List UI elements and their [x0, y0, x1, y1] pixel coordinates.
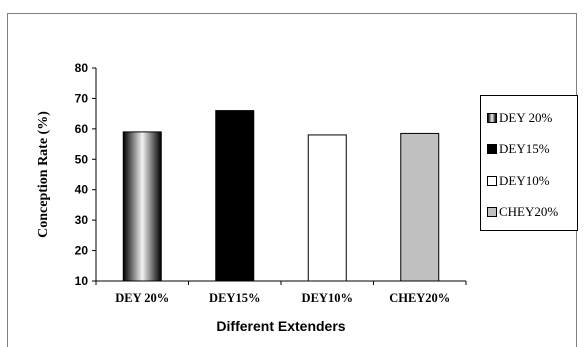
y-tick-label: 70: [75, 91, 89, 105]
x-tick-label: CHEY20%: [389, 291, 450, 305]
bar-1: [215, 110, 255, 282]
x-axis-title: Different Extenders: [216, 318, 345, 334]
y-tick-label: 50: [75, 152, 89, 166]
legend-label: DEY10%: [499, 172, 550, 188]
x-tick-label: DEY10%: [302, 291, 353, 305]
legend-swatch: [487, 144, 497, 155]
legend-item: DEY10%: [487, 165, 577, 197]
legend-swatch: [487, 112, 497, 123]
legend-item: CHEY20%: [487, 197, 577, 229]
x-tick-label: DEY 20%: [115, 291, 169, 305]
bar-3: [400, 132, 440, 282]
y-tick-label: 80: [75, 61, 89, 75]
legend-item: DEY 20%: [487, 102, 577, 134]
legend-label: CHEY20%: [499, 204, 559, 220]
y-tick-label: 30: [75, 213, 89, 227]
y-ticks-group: 10 20 30 40 50 60 70 80: [75, 61, 96, 288]
legend-label: DEY15%: [499, 141, 550, 157]
bars-group: [122, 110, 440, 282]
bar-2: [307, 134, 347, 282]
legend-label: DEY 20%: [499, 109, 553, 125]
axes-group: [95, 68, 467, 285]
bar-0: [122, 131, 162, 282]
legend-swatch: [487, 207, 497, 218]
y-tick-label: 40: [75, 183, 89, 197]
x-tick-label: DEY15%: [209, 291, 260, 305]
legend-item: DEY15%: [487, 134, 577, 166]
legend-swatch: [487, 175, 497, 186]
y-axis-title: Conception Rate (%): [36, 111, 51, 238]
y-tick-label: 60: [75, 122, 89, 136]
y-tick-label: 10: [75, 274, 89, 288]
y-tick-label: 20: [75, 244, 89, 258]
x-labels-group: DEY 20% DEY15% DEY10% CHEY20%: [115, 291, 450, 305]
legend: DEY 20% DEY15% DEY10% CHEY20%: [480, 95, 578, 231]
